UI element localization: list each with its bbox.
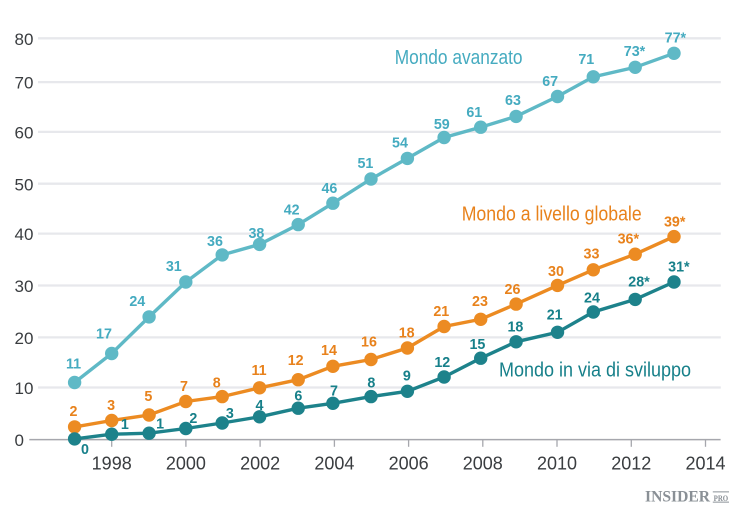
svg-text:0: 0 xyxy=(15,431,24,450)
svg-text:0: 0 xyxy=(81,442,89,458)
svg-text:5: 5 xyxy=(144,389,152,405)
svg-text:2014: 2014 xyxy=(685,453,725,473)
svg-text:1998: 1998 xyxy=(92,453,132,473)
svg-text:2: 2 xyxy=(189,411,197,427)
svg-text:51: 51 xyxy=(357,156,373,172)
svg-text:38: 38 xyxy=(248,226,264,242)
svg-text:24: 24 xyxy=(584,291,600,307)
svg-text:17: 17 xyxy=(96,327,112,343)
svg-text:6: 6 xyxy=(294,388,302,404)
svg-text:15: 15 xyxy=(469,337,485,353)
svg-text:50: 50 xyxy=(15,175,34,194)
svg-text:18: 18 xyxy=(507,319,523,335)
svg-text:77*: 77* xyxy=(665,30,687,46)
svg-text:4: 4 xyxy=(256,398,264,414)
svg-text:2006: 2006 xyxy=(389,453,429,473)
svg-text:30: 30 xyxy=(15,277,34,296)
svg-text:61: 61 xyxy=(466,105,482,121)
svg-text:8: 8 xyxy=(367,375,375,391)
svg-text:3: 3 xyxy=(226,406,234,422)
svg-text:2008: 2008 xyxy=(463,453,503,473)
svg-text:Mondo avanzato: Mondo avanzato xyxy=(395,47,523,69)
svg-text:11: 11 xyxy=(251,363,266,379)
svg-text:59: 59 xyxy=(434,117,450,133)
svg-text:36: 36 xyxy=(207,234,223,250)
svg-text:8: 8 xyxy=(213,375,221,391)
svg-text:18: 18 xyxy=(399,325,415,341)
svg-text:46: 46 xyxy=(321,181,337,197)
svg-text:70: 70 xyxy=(15,74,34,93)
svg-text:INSIDER: INSIDER xyxy=(645,489,711,506)
svg-text:23: 23 xyxy=(472,294,488,310)
svg-text:40: 40 xyxy=(15,225,34,244)
svg-text:60: 60 xyxy=(15,124,34,143)
svg-text:39*: 39* xyxy=(664,214,686,230)
svg-text:Mondo in via di sviluppo: Mondo in via di sviluppo xyxy=(499,359,691,381)
svg-text:2010: 2010 xyxy=(537,453,577,473)
svg-text:26: 26 xyxy=(505,282,521,298)
svg-text:36*: 36* xyxy=(618,231,640,247)
svg-text:2000: 2000 xyxy=(166,453,206,473)
svg-text:Mondo a livello globale: Mondo a livello globale xyxy=(462,203,642,225)
svg-text:10: 10 xyxy=(15,379,34,398)
svg-text:21: 21 xyxy=(433,304,449,320)
svg-text:71: 71 xyxy=(578,52,594,68)
svg-text:54: 54 xyxy=(392,135,408,151)
svg-text:28*: 28* xyxy=(628,274,650,290)
svg-text:24: 24 xyxy=(129,294,145,310)
svg-text:21: 21 xyxy=(547,307,563,323)
svg-text:1: 1 xyxy=(121,417,129,433)
svg-text:80: 80 xyxy=(15,30,34,49)
svg-text:33: 33 xyxy=(584,246,600,262)
svg-text:2012: 2012 xyxy=(611,453,651,473)
svg-text:42: 42 xyxy=(284,203,300,219)
svg-text:PRO: PRO xyxy=(714,493,729,503)
svg-text:2004: 2004 xyxy=(314,453,354,473)
svg-text:31*: 31* xyxy=(668,260,690,276)
svg-text:3: 3 xyxy=(107,398,115,414)
svg-text:11: 11 xyxy=(66,356,81,372)
svg-text:12: 12 xyxy=(288,353,304,369)
svg-text:7: 7 xyxy=(180,379,188,395)
svg-text:12: 12 xyxy=(434,355,450,371)
svg-text:1: 1 xyxy=(156,416,164,432)
svg-text:31: 31 xyxy=(166,259,182,275)
svg-text:73*: 73* xyxy=(624,44,646,60)
svg-text:14: 14 xyxy=(321,343,337,359)
svg-text:2002: 2002 xyxy=(240,453,280,473)
svg-text:2: 2 xyxy=(70,404,78,420)
svg-text:20: 20 xyxy=(15,329,34,348)
svg-text:67: 67 xyxy=(542,74,558,90)
svg-text:30: 30 xyxy=(548,264,564,280)
svg-text:63: 63 xyxy=(505,93,521,109)
svg-text:7: 7 xyxy=(330,384,338,400)
svg-text:9: 9 xyxy=(403,368,411,384)
svg-text:16: 16 xyxy=(361,335,377,351)
